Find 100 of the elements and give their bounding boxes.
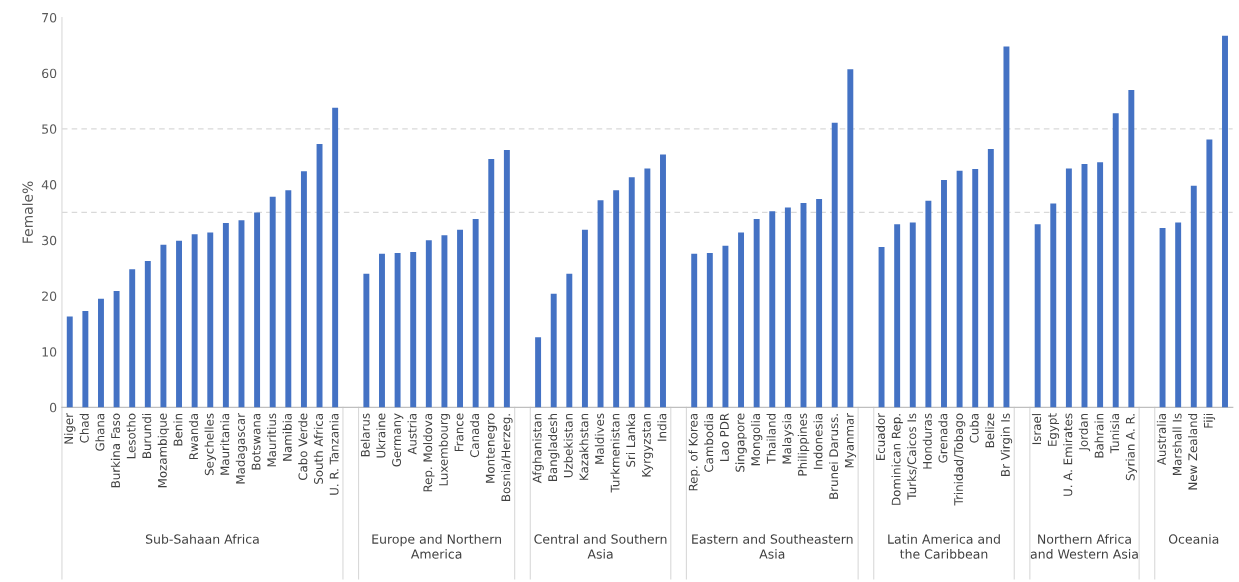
bar	[379, 253, 385, 408]
text: Central and Southern Asia	[534, 534, 667, 559]
bar	[1050, 203, 1057, 408]
bar	[1112, 113, 1119, 408]
x-tick-label: Turks/Caicos Is	[907, 413, 918, 500]
x-tick-label: Benin	[173, 413, 183, 446]
x-tick-label: Madagascar	[235, 412, 248, 484]
bar	[691, 253, 698, 408]
x-tick-label: Belarus	[360, 413, 370, 457]
bar	[878, 246, 885, 408]
bar	[332, 107, 339, 408]
x-tick-label: France	[454, 413, 464, 452]
bar	[207, 232, 214, 408]
bar	[1003, 46, 1010, 408]
y-axis-title: Female%	[22, 181, 33, 243]
bar	[550, 293, 557, 408]
bar	[472, 219, 479, 408]
x-tick-label: India	[657, 414, 667, 441]
bar	[222, 223, 229, 408]
text: Latin America and the Caribbean	[888, 534, 1000, 559]
x-tick-label: Burundi	[142, 414, 152, 458]
x-tick-label: Mongolia	[750, 414, 763, 466]
x-tick-label: Afghanistan	[532, 413, 544, 484]
x-tick-label: Mauritius	[266, 413, 277, 467]
bar	[644, 168, 651, 408]
bar	[1206, 139, 1213, 408]
bar	[176, 240, 182, 408]
bar	[66, 316, 73, 408]
bar	[753, 219, 760, 408]
bar	[847, 69, 854, 408]
bar	[581, 229, 588, 408]
bar	[784, 207, 791, 408]
x-tick-label: Germany	[392, 413, 404, 467]
x-tick-label: Bosnia/Herzeg.	[501, 414, 513, 501]
bar	[363, 273, 370, 408]
x-tick-label: Rep. of Korea	[688, 414, 700, 491]
bar	[816, 199, 823, 408]
text: Oceania	[1168, 534, 1219, 544]
x-tick-label: Thailand	[766, 414, 776, 464]
x-tick-label: Luxembourg	[438, 414, 451, 486]
x-tick-label: Seychelles	[204, 413, 216, 476]
x-tick-label: Bahrain	[1094, 413, 1104, 458]
x-tick-label: Singapore	[735, 413, 747, 472]
x-tick-label: Lesotho	[126, 413, 136, 459]
text: Northern Africa and Western Asia	[1030, 534, 1138, 559]
x-tick-label: Brunei Daruss.	[829, 414, 839, 499]
x-tick-label: Syrian A. R.	[1125, 414, 1138, 481]
bar	[191, 234, 198, 408]
bar	[706, 253, 713, 408]
x-tick-label: Malaysia	[782, 414, 794, 464]
x-tick-label: Maldives	[594, 413, 604, 464]
x-tick-label: Egypt	[1047, 413, 1059, 446]
y-tick-label: 40	[41, 180, 57, 190]
x-tick-label: Australia	[1156, 414, 1166, 466]
x-tick-label: Cambodia	[704, 414, 714, 472]
bar	[1065, 168, 1072, 408]
bar	[769, 211, 776, 408]
bar	[660, 154, 666, 408]
bar	[457, 229, 464, 408]
y-tick-label: 30	[42, 235, 57, 246]
x-tick-label: U. A. Emirates	[1063, 413, 1073, 496]
bar	[972, 168, 979, 408]
bar	[488, 158, 495, 408]
x-tick-label: South Africa	[313, 414, 323, 484]
bar	[1222, 35, 1228, 408]
x-tick-label: Br Virgin Is	[1000, 413, 1013, 476]
x-tick-label: Mauritania	[220, 414, 230, 475]
x-tick-label: Kazakhstan	[579, 413, 589, 480]
bar	[394, 253, 401, 408]
x-tick-label: Mozambique	[157, 413, 170, 488]
x-tick-label: Burkina Faso	[110, 413, 121, 488]
x-tick-label: Dominican Rep.	[891, 414, 903, 505]
x-tick-label: Cabo Verde	[298, 413, 308, 481]
text: Eastern and Southeastern Asia	[692, 534, 853, 559]
bar	[254, 212, 261, 408]
x-tick-label: Kyrgyzstan	[642, 413, 654, 477]
x-tick-label: Canada	[469, 414, 480, 458]
bar	[285, 190, 292, 408]
bar	[1128, 89, 1135, 408]
bar	[410, 251, 417, 408]
x-tick-label: Namibia	[282, 414, 292, 461]
x-tick-label: Grenada	[938, 414, 948, 463]
x-tick-label: Ghana	[95, 414, 105, 451]
x-tick-label: Austria	[407, 414, 417, 455]
x-tick-label: Jordan	[1078, 413, 1091, 452]
bar	[613, 190, 620, 408]
bar	[98, 298, 104, 408]
x-tick-label: Indonesia	[813, 414, 823, 469]
bar	[1159, 228, 1166, 408]
bar	[1190, 185, 1197, 408]
y-tick-label: 60	[42, 68, 57, 79]
x-tick-label: Montenegro	[485, 413, 497, 483]
bar	[909, 222, 916, 408]
bar	[987, 148, 994, 408]
bar	[1097, 162, 1104, 408]
bar	[925, 200, 932, 408]
x-tick-label: Belize	[985, 413, 995, 448]
bar	[941, 180, 947, 408]
x-tick-label: Fiji	[1203, 414, 1216, 428]
bar	[894, 224, 901, 408]
